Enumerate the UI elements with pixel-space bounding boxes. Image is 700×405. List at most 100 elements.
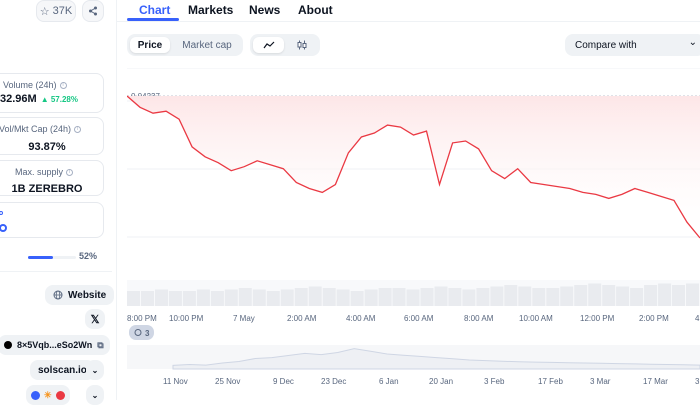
overview-tick-label: 17 Feb — [538, 377, 563, 386]
tab-divider — [117, 21, 700, 22]
volume-bar — [365, 290, 378, 307]
progress-bar — [28, 256, 76, 259]
x-tick-label: 2:00 AM — [287, 314, 317, 323]
volume-bar — [225, 290, 238, 307]
tab-news[interactable]: News — [249, 3, 280, 17]
overview-tick-label: 23 Dec — [321, 377, 346, 386]
volume-bar — [602, 285, 615, 306]
progress-fill — [28, 256, 53, 259]
volume-bar — [518, 287, 531, 307]
tab-about[interactable]: About — [298, 3, 333, 17]
x-tick-label: 6:00 AM — [404, 314, 434, 323]
volume-bar — [351, 291, 364, 306]
volume-bar — [560, 287, 573, 307]
chevron-down-icon: ⌄ — [92, 391, 99, 400]
solana-icon — [4, 341, 12, 349]
overview-tick-label: 3 Mar — [590, 377, 611, 386]
x-tick-label: 2:00 PM — [639, 314, 669, 323]
volume-bar — [421, 288, 434, 306]
vol-mkt-card: Vol/Mkt Cap (24h) i 93.87% — [0, 117, 104, 155]
chevron-down-icon: ⌄ — [689, 37, 697, 48]
wallet-dropdown-button[interactable]: ⌄ — [86, 385, 104, 405]
candlestick-button[interactable] — [286, 37, 317, 53]
watchlist-button[interactable]: ☆ 37K — [36, 0, 76, 22]
explorer-label: solscan.io — [38, 365, 87, 376]
volume-card: Volume (24h) i 32.96M ▲ 57.28% — [0, 73, 104, 113]
x-logo-icon: 𝕏 — [91, 313, 100, 326]
volume-bar — [197, 290, 210, 307]
website-button[interactable]: Website — [45, 285, 114, 305]
vol-mkt-label: Vol/Mkt Cap (24h) — [0, 124, 71, 134]
max-supply-label: Max. supply — [15, 167, 63, 177]
overview-tick-label: 17 Mar — [643, 377, 668, 386]
info-icon: i — [66, 169, 73, 176]
line-chart-icon — [263, 40, 275, 50]
fox-icon — [56, 391, 65, 400]
contract-button[interactable]: 8×5Vqb...eSo2Wn ⧉ — [0, 335, 110, 355]
share-icon — [88, 6, 98, 16]
volume-bar — [532, 288, 545, 306]
market-cap-toggle[interactable]: Market cap — [174, 37, 240, 53]
circulating-card — [0, 202, 104, 238]
overview-tick-label: 11 Nov — [163, 377, 188, 386]
compare-label: Compare with — [575, 40, 637, 51]
volume-bar — [281, 290, 294, 307]
volume-bar — [141, 291, 154, 306]
price-toggle[interactable]: Price — [130, 37, 170, 53]
volume-bar — [686, 284, 699, 307]
volume-change: ▲ 57.28% — [41, 95, 78, 104]
volume-bar — [476, 288, 489, 306]
volume-bar — [183, 291, 196, 306]
volume-bar — [169, 291, 182, 306]
volume-bar — [309, 287, 322, 307]
volume-bar — [239, 288, 252, 306]
shield-icon — [31, 391, 40, 400]
radio-icon — [0, 211, 3, 215]
volume-bar — [127, 291, 140, 306]
info-icon: i — [60, 82, 67, 89]
globe-icon — [53, 290, 63, 300]
twitter-button[interactable]: 𝕏 — [85, 309, 105, 329]
info-icon: i — [74, 126, 81, 133]
explorer-dropdown-button[interactable]: ⌄ — [86, 360, 104, 380]
volume-bar — [658, 284, 671, 307]
line-chart-button[interactable] — [253, 37, 284, 53]
x-tick-label: 7 May — [233, 314, 255, 323]
volume-value: 32.96M — [0, 93, 37, 105]
wallet-icons[interactable]: ✳ — [26, 385, 70, 405]
volume-bar — [546, 288, 559, 306]
left-panel: ☆ 37K Volume (24h) i 32.96M ▲ 57.28% Vol… — [0, 0, 112, 400]
volume-bar — [448, 288, 461, 306]
volume-label: Volume (24h) — [3, 80, 57, 90]
volume-bar — [672, 285, 685, 306]
volume-bar — [379, 288, 392, 306]
overview-tick-label: 6 Jan — [379, 377, 399, 386]
volume-bar — [323, 288, 336, 306]
tab-chart[interactable]: Chart — [139, 3, 170, 17]
price-mcap-toggle: Price Market cap — [127, 34, 243, 56]
events-count: 3 — [145, 329, 150, 338]
volume-bar — [155, 290, 168, 307]
vol-mkt-value: 93.87% — [28, 141, 65, 153]
volume-bar — [616, 287, 629, 307]
volume-bar — [211, 291, 224, 306]
x-tick-label: 8:00 AM — [464, 314, 494, 323]
volume-bar — [407, 290, 420, 307]
max-supply-card: Max. supply i 1B ZEREBRO — [0, 160, 104, 196]
share-button[interactable] — [82, 0, 104, 22]
website-label: Website — [68, 290, 106, 301]
x-tick-label: 4:00 AM — [346, 314, 376, 323]
tab-markets[interactable]: Markets — [188, 3, 233, 17]
sparkle-icon: ✳ — [44, 390, 52, 401]
contract-address: 8×5Vqb...eSo2Wn — [17, 340, 92, 350]
overview-tick-label: 3 Feb — [484, 377, 505, 386]
price-area-fill — [127, 96, 700, 238]
separator — [0, 271, 112, 272]
overview-tick-label: 9 Dec — [273, 377, 294, 386]
compare-with-dropdown[interactable]: Compare with ⌄ — [565, 34, 700, 56]
volume-bar — [267, 291, 280, 306]
copy-icon[interactable]: ⧉ — [97, 340, 103, 351]
volume-bar — [337, 290, 350, 307]
